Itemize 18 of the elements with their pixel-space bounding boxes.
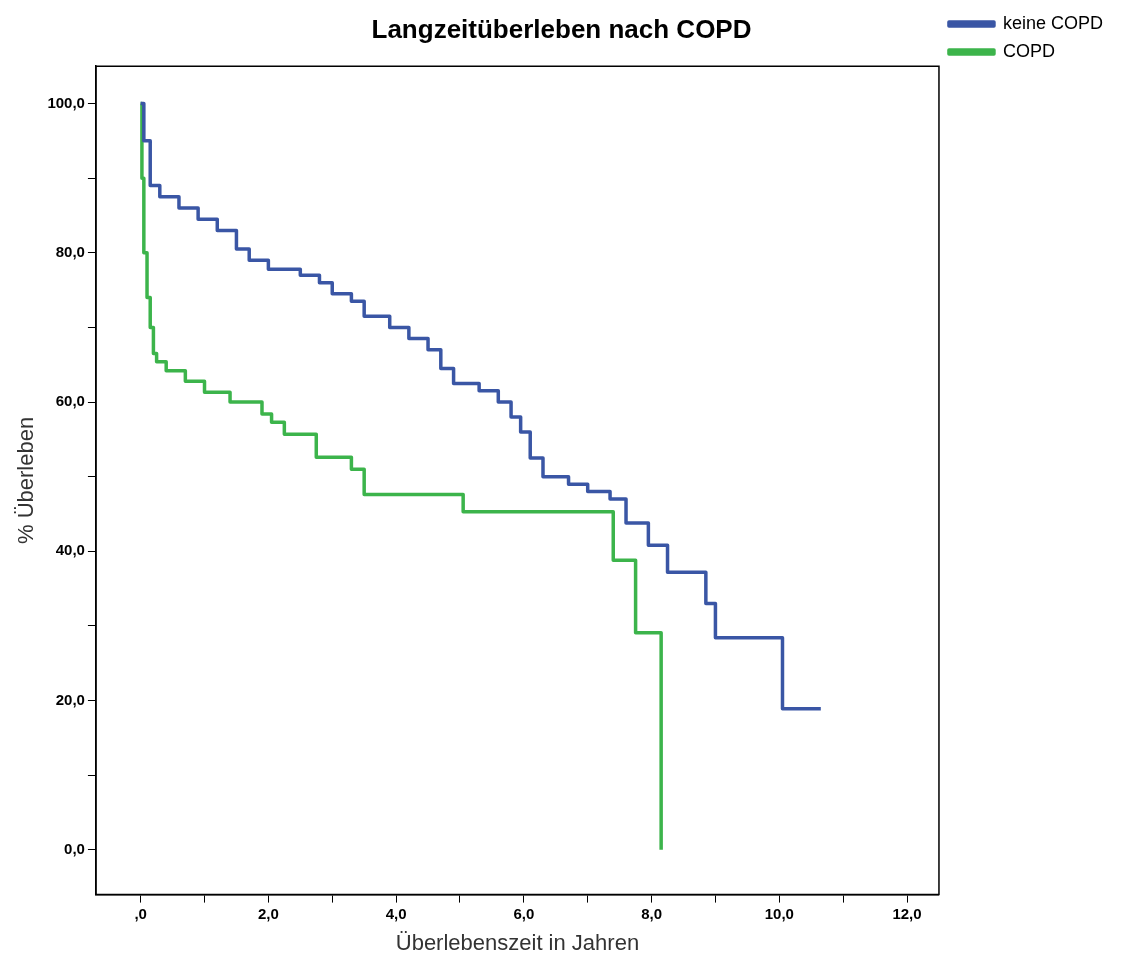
y-tick-label: 100,0 (47, 93, 85, 111)
legend-label: keine COPD (1002, 12, 1104, 33)
x-tick-label: ,0 (134, 904, 147, 922)
x-tick-label: 6,0 (513, 904, 535, 922)
y-tick-label: 0,0 (64, 839, 85, 857)
x-tick-label: 2,0 (257, 904, 279, 922)
chart-title: Langzeitüberleben nach COPD (371, 13, 752, 44)
legend-label: COPD (1002, 40, 1055, 61)
x-axis-title: Überlebenszeit in Jahren (395, 929, 640, 955)
y-tick-label: 40,0 (55, 541, 85, 559)
x-tick-label: 8,0 (641, 904, 662, 922)
y-tick-label: 20,0 (55, 690, 85, 708)
y-tick-label: 60,0 (55, 392, 85, 410)
x-tick-label: 12,0 (892, 904, 922, 922)
y-axis-title: % Überleben (13, 416, 39, 544)
x-tick-label: 4,0 (385, 904, 407, 922)
y-tick-label: 80,0 (55, 242, 85, 260)
x-tick-label: 10,0 (764, 904, 794, 922)
